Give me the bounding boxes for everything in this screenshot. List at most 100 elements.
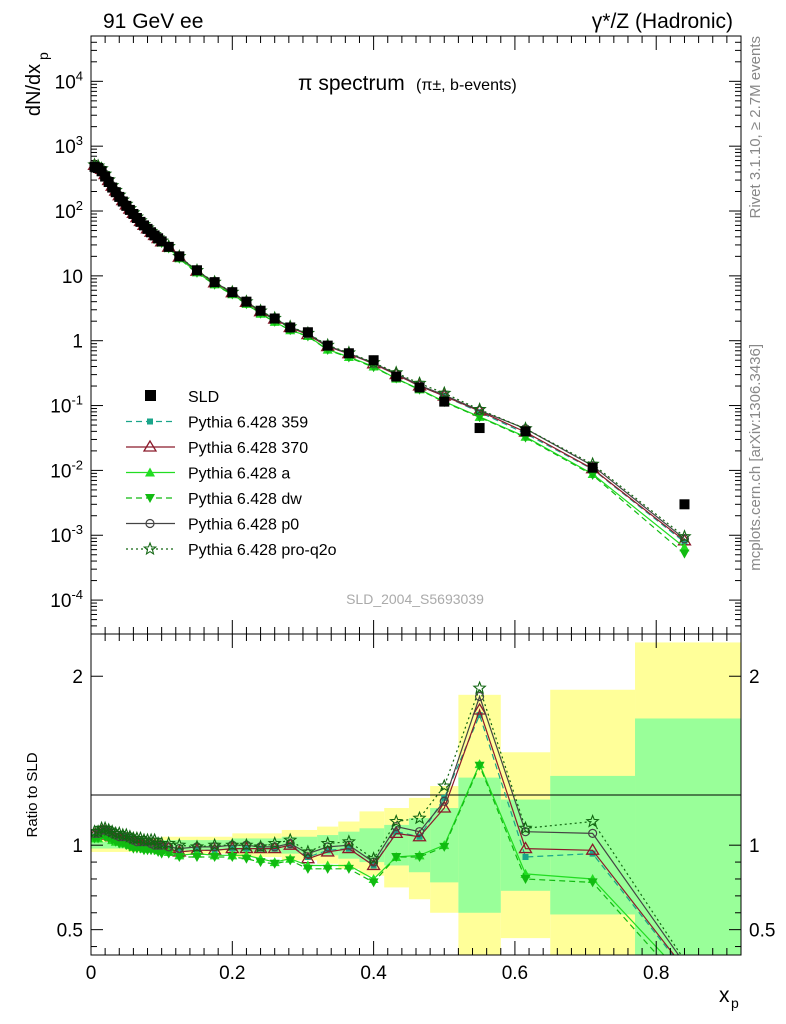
ratio-point (389, 813, 404, 828)
ratio-point (253, 839, 268, 853)
ratio-point (520, 827, 531, 837)
series-point (681, 539, 688, 546)
legend-label: Pythia 6.428 359 (188, 415, 308, 432)
ratio-pythia-6-428-pro-q2o (91, 680, 682, 955)
ratio-point (156, 849, 167, 859)
x-label-subscript: p (731, 995, 739, 1011)
ratio-y-tick-label: 0.5 (57, 921, 83, 942)
data-point (679, 499, 690, 510)
band-green (635, 718, 741, 955)
legend-item: SLD (145, 389, 219, 406)
ratio-point (472, 702, 487, 715)
legend-marker (145, 518, 155, 529)
legend-item: Pythia 6.428 370 (126, 439, 308, 457)
ratio-point (115, 827, 130, 842)
data-point (209, 277, 220, 288)
ratio-point (285, 838, 295, 849)
legend-marker (142, 439, 158, 452)
legend-label: Pythia 6.428 a (188, 466, 290, 483)
data-point (302, 327, 313, 338)
legend-item: Pythia 6.428 a (126, 466, 290, 483)
data-point (520, 426, 531, 437)
ratio-y-tick-label-right: 0.5 (749, 921, 775, 942)
data-point (391, 371, 402, 382)
data-point (103, 177, 114, 188)
legend-label: Pythia 6.428 p0 (188, 517, 299, 534)
header-process-label: γ*/Z (Hadronic) (592, 10, 733, 33)
ratio-point (94, 820, 109, 835)
series-point (437, 385, 452, 400)
legend-label: Pythia 6.428 dw (188, 491, 302, 508)
ratio-point (412, 829, 427, 842)
ratio-point (323, 842, 333, 852)
legend-label: Pythia 6.428 370 (188, 440, 308, 457)
data-point (322, 340, 333, 351)
data-points-group (89, 161, 690, 510)
main-y-tick-label: 10-1 (50, 393, 83, 418)
series-pythia-6-428-p0 (89, 160, 690, 544)
data-point (96, 166, 107, 177)
ratio-point (189, 839, 205, 853)
ratio-point (163, 849, 174, 859)
ratio-point (174, 843, 184, 854)
legend-item: Pythia 6.428 359 (126, 415, 308, 432)
data-point (269, 313, 280, 324)
ratio-point (285, 856, 296, 866)
ratio-point (270, 842, 280, 852)
ratio-point (518, 820, 533, 835)
ratio-point (172, 837, 187, 852)
ratio-point (414, 853, 425, 863)
ratio-point (267, 835, 282, 850)
ratio-y-axis-label: Ratio to SLD (24, 752, 41, 837)
data-point (414, 382, 425, 393)
legend-item: Pythia 6.428 pro-q2o (126, 541, 337, 559)
ratio-point (520, 874, 531, 884)
data-point (191, 265, 202, 276)
main-y-tick-label: 10 (62, 267, 83, 288)
ratio-y-tick-label: 2 (72, 667, 83, 688)
ratio-point (227, 853, 238, 863)
ratio-point (518, 841, 533, 854)
ratio-point (588, 828, 598, 838)
x-tick-label: 0.2 (219, 963, 245, 984)
data-point (163, 241, 174, 252)
ratio-point (324, 847, 331, 854)
ratio-y-tick-label-right: 2 (749, 667, 760, 688)
data-point (241, 296, 252, 307)
main-y-tick-label: 10-2 (50, 457, 83, 482)
ratio-point (161, 835, 176, 850)
ratio-panel: 0.5 0.5 1 1 2 2 0 0.2 0.4 0.6 0.8 Ratio to SLD x … (24, 36, 775, 1011)
header-energy-label: 91 GeV ee (103, 10, 203, 33)
main-y-tick-label: 103 (55, 133, 83, 158)
ratio-point (304, 854, 311, 861)
series-line (94, 164, 685, 542)
ratio-point (585, 814, 600, 828)
ratio-point (393, 828, 400, 835)
series-point (677, 529, 692, 543)
uncertainty-bands (91, 642, 741, 955)
ratio-point (412, 810, 427, 825)
ratio-point (368, 878, 379, 888)
ratio-point (320, 835, 335, 850)
plot-subtitle: (π±, b-events) (416, 77, 517, 94)
ratio-point (283, 832, 298, 847)
series-line (94, 165, 685, 555)
main-y-tick-label: 104 (55, 68, 83, 93)
ratio-point (210, 842, 220, 852)
rivet-version-text: Rivet 3.1.10, ≥ 2.7M events (747, 36, 764, 219)
ratio-point (343, 864, 354, 874)
data-point (439, 396, 450, 407)
ratio-point (302, 864, 313, 874)
x-axis: 0 0.2 0.4 0.6 0.8 (86, 36, 742, 984)
ratio-point (207, 837, 222, 852)
ratio-point (437, 778, 452, 793)
ratio-series-group (91, 680, 682, 955)
main-y-label-subscript: p (35, 52, 51, 60)
x-tick-label: 0.6 (502, 963, 528, 984)
ratio-point (225, 837, 240, 852)
legend-marker (147, 418, 153, 425)
legend-marker (142, 541, 158, 556)
ratio-y-axis: 0.5 0.5 1 1 2 2 (57, 667, 775, 948)
